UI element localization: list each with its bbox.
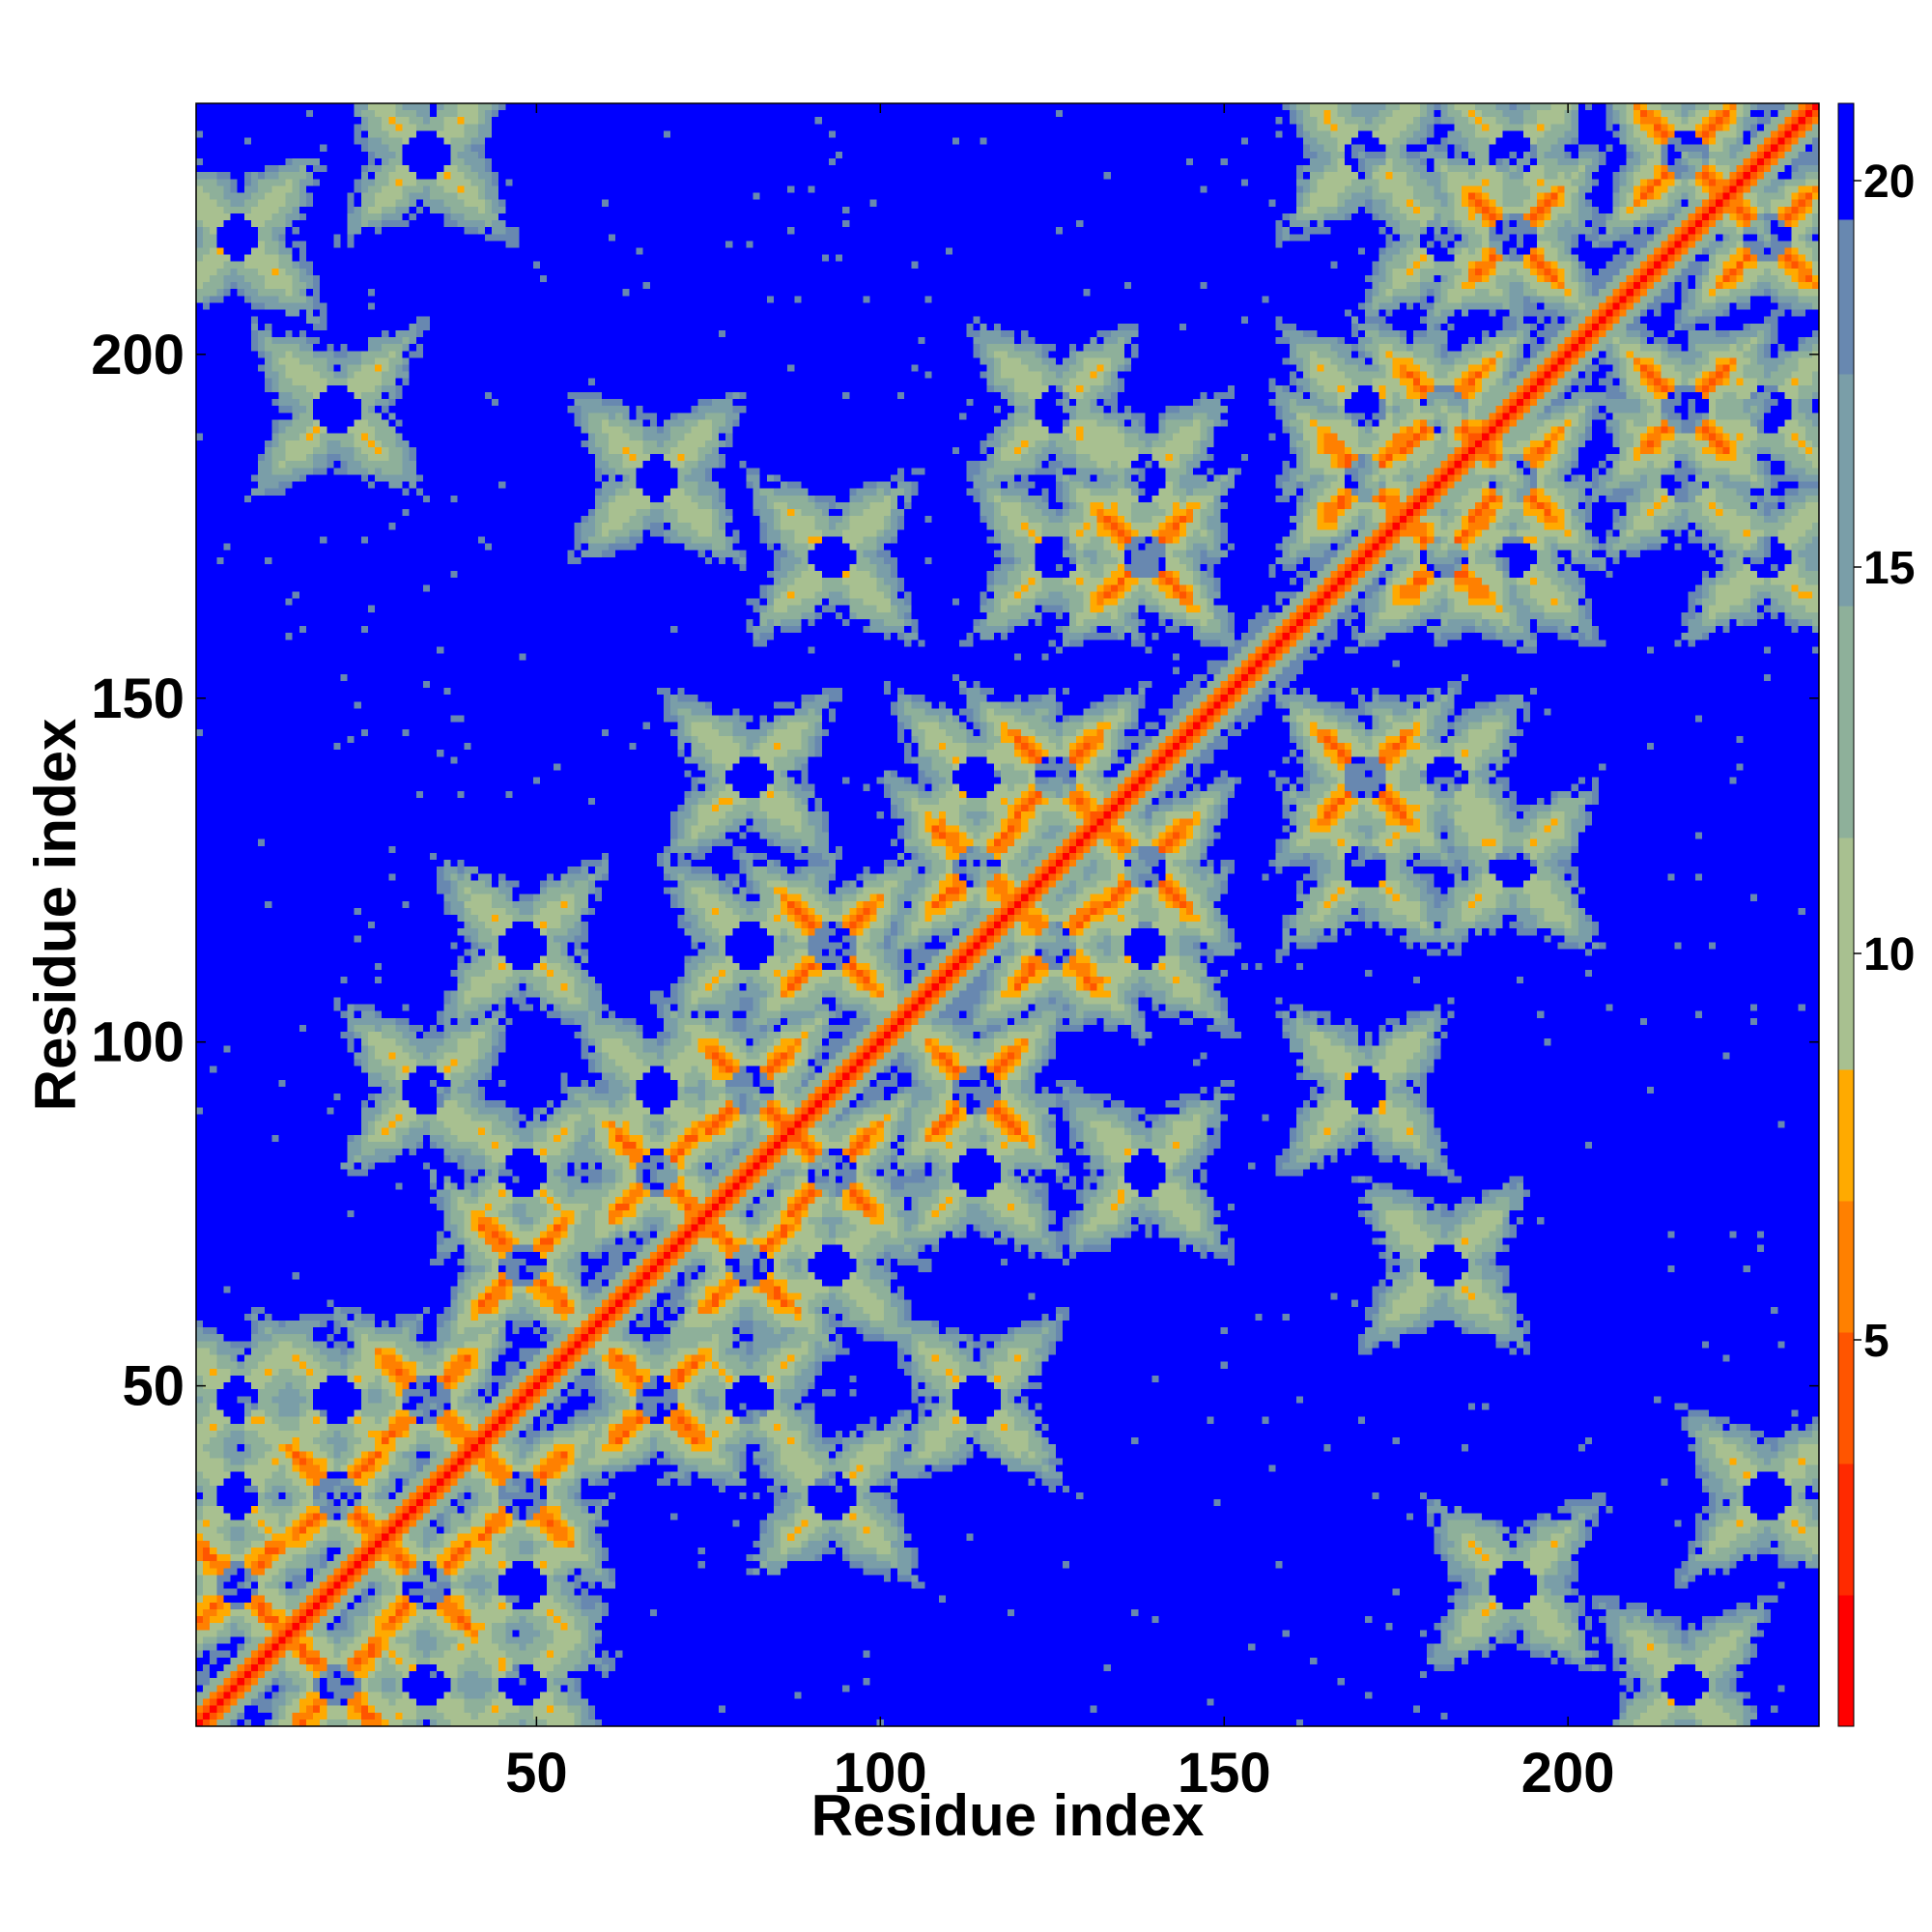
x-tick-label: 100 [834, 1742, 927, 1804]
plot-frame [195, 102, 1820, 1727]
y-tick-label: 150 [91, 668, 185, 730]
heatmap-canvas [196, 103, 1819, 1726]
colorbar-segment [1838, 103, 1854, 220]
x-tick-label: 50 [505, 1742, 568, 1804]
y-axis-ticks: 50 100 150 200 [91, 324, 1819, 1418]
colorbar-segment [1838, 606, 1854, 838]
y-tick-label: 50 [122, 1355, 185, 1418]
colorbar-segment [1838, 838, 1854, 1070]
colorbar-ticks: 5 10 15 20 [1854, 156, 1915, 1367]
colorbar-segment [1838, 1463, 1854, 1596]
heatmap-area [196, 103, 1819, 1726]
y-tick-label: 100 [91, 1011, 185, 1074]
colorbar-tick-label: 15 [1863, 543, 1915, 594]
x-tick-label: 200 [1521, 1742, 1615, 1804]
colorbar-tick-label: 10 [1863, 929, 1915, 980]
colorbar-segment [1838, 374, 1854, 607]
x-axis-label: Residue index [811, 1783, 1205, 1848]
x-axis-ticks: 50 100 150 200 [505, 103, 1615, 1804]
colorbar-segment [1838, 219, 1854, 375]
colorbar-tick-label: 5 [1863, 1316, 1889, 1367]
colorbar-segment [1838, 1332, 1854, 1464]
y-axis-label: Residue index [23, 719, 88, 1112]
colorbar-segment [1838, 1069, 1854, 1202]
x-tick-label: 150 [1178, 1742, 1271, 1804]
colorbar-segment [1838, 1595, 1854, 1727]
y-tick-label: 200 [91, 324, 185, 386]
colorbar-segment [1838, 1201, 1854, 1333]
colorbar [1837, 102, 1855, 1727]
colorbar-frame [1837, 102, 1855, 1727]
colorbar-tick-label: 20 [1863, 156, 1915, 208]
